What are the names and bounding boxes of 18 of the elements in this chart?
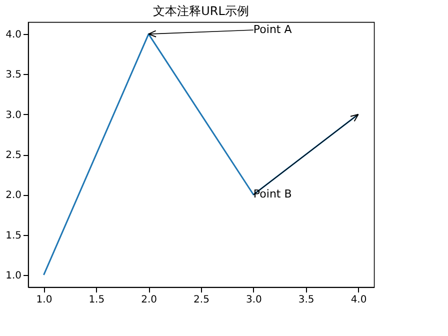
x-tick-label: 1.0 bbox=[36, 294, 52, 306]
y-tick-label: 2.5 bbox=[6, 150, 22, 161]
y-tick-label: 4.0 bbox=[6, 30, 22, 41]
y-tick-label: 3.0 bbox=[6, 110, 22, 121]
x-tick-label: 2.5 bbox=[194, 294, 210, 306]
x-tick-label: 3.5 bbox=[298, 294, 314, 306]
y-tick-label: 3.5 bbox=[6, 70, 22, 81]
y-tick-label: 1.5 bbox=[6, 230, 22, 242]
annotation: Point A bbox=[253, 23, 292, 36]
y-tick-label: 1.0 bbox=[6, 270, 22, 282]
x-tick-label: 4.0 bbox=[350, 294, 367, 306]
chart-title: 文本注释URL示例 bbox=[153, 4, 249, 18]
x-tick-label: 2.0 bbox=[141, 294, 158, 306]
line-series bbox=[42, 33, 360, 276]
annotation: Point B bbox=[253, 188, 292, 201]
x-tick-label: 3.0 bbox=[246, 294, 262, 306]
y-tick-label: 2.0 bbox=[6, 190, 22, 202]
x-tick-label: 1.5 bbox=[88, 294, 105, 306]
